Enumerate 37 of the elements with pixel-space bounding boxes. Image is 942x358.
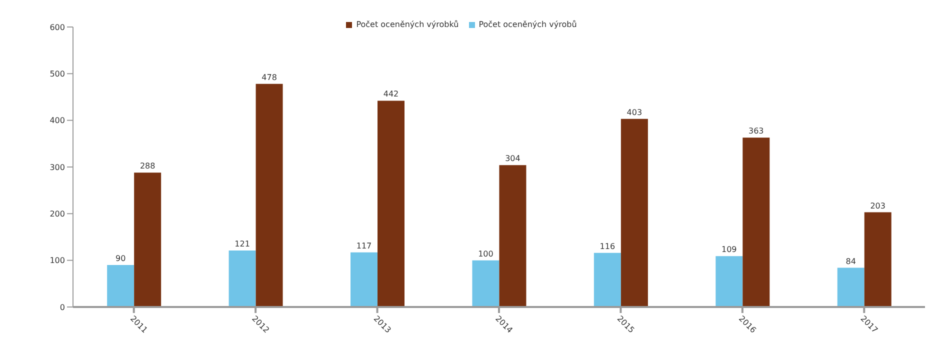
data-label: 203	[870, 201, 886, 210]
data-label: 121	[234, 240, 250, 249]
bar	[864, 212, 892, 307]
bar	[716, 256, 743, 307]
y-tick-label: 600	[50, 22, 65, 32]
bar	[472, 260, 500, 307]
y-tick-label: 200	[50, 210, 65, 219]
data-label: 90	[115, 254, 126, 263]
y-tick-label: 0	[60, 302, 65, 312]
y-tick-label: 300	[50, 162, 65, 172]
y-tick-label: 100	[50, 256, 65, 266]
data-label: 442	[383, 90, 399, 99]
legend-label: Počet oceněných výrobů	[478, 20, 577, 29]
data-label: 403	[626, 108, 642, 117]
data-label: 117	[356, 241, 372, 250]
bar	[107, 265, 134, 307]
data-label: 478	[262, 72, 277, 82]
bar	[620, 118, 648, 307]
bar	[378, 100, 405, 307]
y-tick-label: 400	[50, 116, 65, 126]
data-label: 116	[600, 242, 616, 251]
data-label: 100	[478, 249, 494, 258]
bar	[499, 165, 526, 307]
legend-label: Počet oceněných výrobků	[356, 20, 459, 29]
bar	[742, 138, 770, 307]
bar	[837, 268, 864, 307]
data-label: 363	[748, 126, 764, 136]
bar	[350, 252, 378, 307]
data-label: 288	[140, 162, 156, 171]
bar	[594, 252, 621, 307]
data-label: 304	[505, 154, 520, 164]
y-tick-label: 500	[50, 70, 65, 79]
bar	[256, 84, 283, 307]
data-label: 109	[722, 245, 737, 254]
data-label: 84	[846, 256, 856, 266]
bar	[228, 250, 256, 307]
bar	[134, 172, 162, 307]
